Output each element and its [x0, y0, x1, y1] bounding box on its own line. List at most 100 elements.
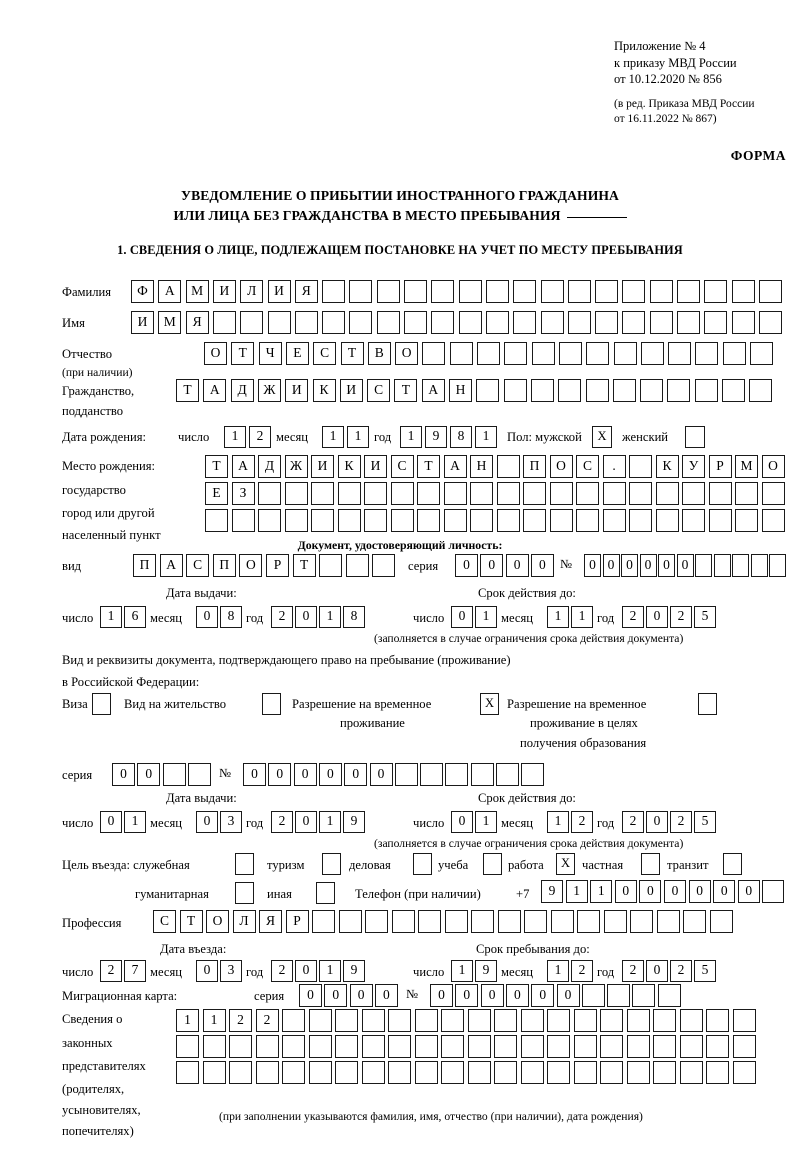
birth-year-cell-4[interactable]: 1: [475, 426, 497, 448]
surname-cell-20[interactable]: [649, 280, 673, 303]
mig-number-cell-2[interactable]: 0: [455, 984, 479, 1007]
permit-number-cell-2[interactable]: 0: [268, 763, 292, 786]
legal-rep-line-3-cell-19[interactable]: [653, 1061, 676, 1084]
birthplace-line-1-cell-1[interactable]: Т: [205, 455, 228, 478]
legal-rep-line-2-cell-8[interactable]: [361, 1035, 385, 1058]
surname-cell-7[interactable]: Я: [294, 280, 318, 303]
legal-rep-line-1-cell-2[interactable]: 1: [202, 1009, 226, 1032]
surname-cell-23[interactable]: [731, 280, 755, 303]
stay-day-cell-2[interactable]: 9: [475, 960, 497, 982]
doc-issue-day-cell-2[interactable]: 6: [124, 606, 146, 628]
profession-cell-11[interactable]: [418, 910, 441, 933]
doc-valid-month-cell-1[interactable]: 1: [547, 606, 569, 628]
birthplace-line-2-cell-9[interactable]: [417, 482, 440, 505]
entry-year-cell-2[interactable]: 0: [295, 960, 317, 982]
birthplace-line-2-cell-21[interactable]: [735, 482, 758, 505]
birthplace-line-1-cell-17[interactable]: [629, 455, 652, 478]
citizenship-cell-11[interactable]: Н: [449, 379, 472, 402]
birthplace-line-3-cell-9[interactable]: [417, 509, 440, 532]
birth-year-cell-2[interactable]: 9: [425, 426, 447, 448]
legal-rep-line-1-cell-12[interactable]: [467, 1009, 491, 1032]
surname-cell-21[interactable]: [677, 280, 700, 303]
permit-number-cell-10[interactable]: [470, 763, 494, 786]
birthplace-line-2-cell-12[interactable]: [496, 482, 520, 505]
firstname-cell-23[interactable]: [731, 311, 755, 334]
birthplace-line-3-cell-7[interactable]: [364, 509, 387, 532]
surname-cell-8[interactable]: [322, 280, 346, 303]
profession-cell-18[interactable]: [603, 910, 627, 933]
birthplace-line-3-cell-6[interactable]: [337, 509, 361, 532]
citizenship-cell-10[interactable]: А: [421, 379, 445, 402]
birthplace-line-2-cell-20[interactable]: [708, 482, 732, 505]
doc-series-cell-2[interactable]: 0: [480, 554, 504, 577]
doc-kind-cell-2[interactable]: А: [159, 554, 183, 577]
surname-cell-19[interactable]: [622, 280, 646, 303]
birthplace-line-2-cell-3[interactable]: [258, 482, 281, 505]
citizenship-cell-22[interactable]: [749, 379, 773, 402]
profession-cell-4[interactable]: Л: [232, 910, 256, 933]
birthplace-line-1-cell-12[interactable]: [496, 455, 520, 478]
legal-rep-line-2-cell-13[interactable]: [494, 1035, 517, 1058]
firstname-cell-2[interactable]: М: [158, 311, 182, 334]
surname-cell-4[interactable]: И: [212, 280, 236, 303]
legal-rep-line-1-cell-4[interactable]: 2: [255, 1009, 279, 1032]
patronymic-cell-7[interactable]: В: [367, 342, 391, 365]
doc-issue-month-cell-1[interactable]: 0: [196, 606, 218, 628]
citizenship-cell-13[interactable]: [503, 379, 527, 402]
birthplace-line-2-cell-17[interactable]: [629, 482, 652, 505]
doc-number-cell-4[interactable]: 0: [639, 554, 657, 577]
birthplace-line-3-cell-11[interactable]: [470, 509, 493, 532]
birthplace-line-2-cell-5[interactable]: [311, 482, 334, 505]
surname-cell-22[interactable]: [704, 280, 728, 303]
legal-rep-line-3-cell-16[interactable]: [573, 1061, 597, 1084]
citizenship-cell-6[interactable]: К: [312, 379, 336, 402]
profession-cell-9[interactable]: [365, 910, 388, 933]
legal-rep-line-3-cell-14[interactable]: [520, 1061, 544, 1084]
legal-rep-line-1-cell-3[interactable]: 2: [229, 1009, 252, 1032]
patronymic-cell-21[interactable]: [750, 342, 773, 365]
surname-cell-16[interactable]: [540, 280, 564, 303]
patronymic-cell-8[interactable]: О: [395, 342, 419, 365]
mig-number-cell-7[interactable]: [581, 984, 605, 1007]
profession-cell-15[interactable]: [524, 910, 547, 933]
patronymic-cell-3[interactable]: Ч: [258, 342, 282, 365]
birthplace-line-3-cell-5[interactable]: [311, 509, 334, 532]
permit-valid-day-cell-1[interactable]: 0: [451, 811, 473, 833]
stay-year-cell-2[interactable]: 0: [646, 960, 668, 982]
patronymic-cell-13[interactable]: [531, 342, 555, 365]
profession-cell-16[interactable]: [550, 910, 574, 933]
birthplace-line-1-cell-18[interactable]: К: [655, 455, 679, 478]
permit-issue-year-cell-2[interactable]: 0: [295, 811, 317, 833]
purpose-study-checkbox[interactable]: [483, 853, 502, 875]
firstname-cell-19[interactable]: [622, 311, 646, 334]
surname-cell-12[interactable]: [431, 280, 455, 303]
doc-kind-cell-10[interactable]: [372, 554, 396, 577]
mig-number-cell-4[interactable]: 0: [505, 984, 529, 1007]
birthplace-line-1-cell-16[interactable]: .: [602, 455, 626, 478]
mig-number-cell-10[interactable]: [657, 984, 681, 1007]
surname-cell-17[interactable]: [567, 280, 591, 303]
legal-rep-line-2-cell-4[interactable]: [255, 1035, 279, 1058]
firstname-cell-22[interactable]: [704, 311, 728, 334]
phone-cell-4[interactable]: 0: [614, 880, 637, 903]
citizenship-cell-2[interactable]: А: [203, 379, 227, 402]
legal-rep-line-3-cell-3[interactable]: [229, 1061, 252, 1084]
doc-number-cell-3[interactable]: 0: [621, 554, 638, 577]
birthplace-line-3-cell-19[interactable]: [682, 509, 705, 532]
stay-day-cell-1[interactable]: 1: [451, 960, 473, 982]
firstname-cell-9[interactable]: [349, 311, 373, 334]
permit-valid-year-cell-3[interactable]: 2: [670, 811, 692, 833]
birthplace-line-2-cell-7[interactable]: [364, 482, 387, 505]
firstname-cell-6[interactable]: [267, 311, 291, 334]
legal-rep-line-1-cell-1[interactable]: 1: [176, 1009, 199, 1032]
legal-rep-line-1-cell-13[interactable]: [494, 1009, 517, 1032]
legal-rep-line-3-cell-21[interactable]: [706, 1061, 729, 1084]
stay-year-cell-3[interactable]: 2: [670, 960, 692, 982]
entry-year-cell-3[interactable]: 1: [319, 960, 341, 982]
mig-series-cell-3[interactable]: 0: [349, 984, 373, 1007]
mig-number-cell-3[interactable]: 0: [480, 984, 504, 1007]
mig-number-cell-5[interactable]: 0: [531, 984, 555, 1007]
doc-kind-cell-9[interactable]: [345, 554, 369, 577]
patronymic-cell-15[interactable]: [586, 342, 610, 365]
surname-cell-18[interactable]: [595, 280, 619, 303]
